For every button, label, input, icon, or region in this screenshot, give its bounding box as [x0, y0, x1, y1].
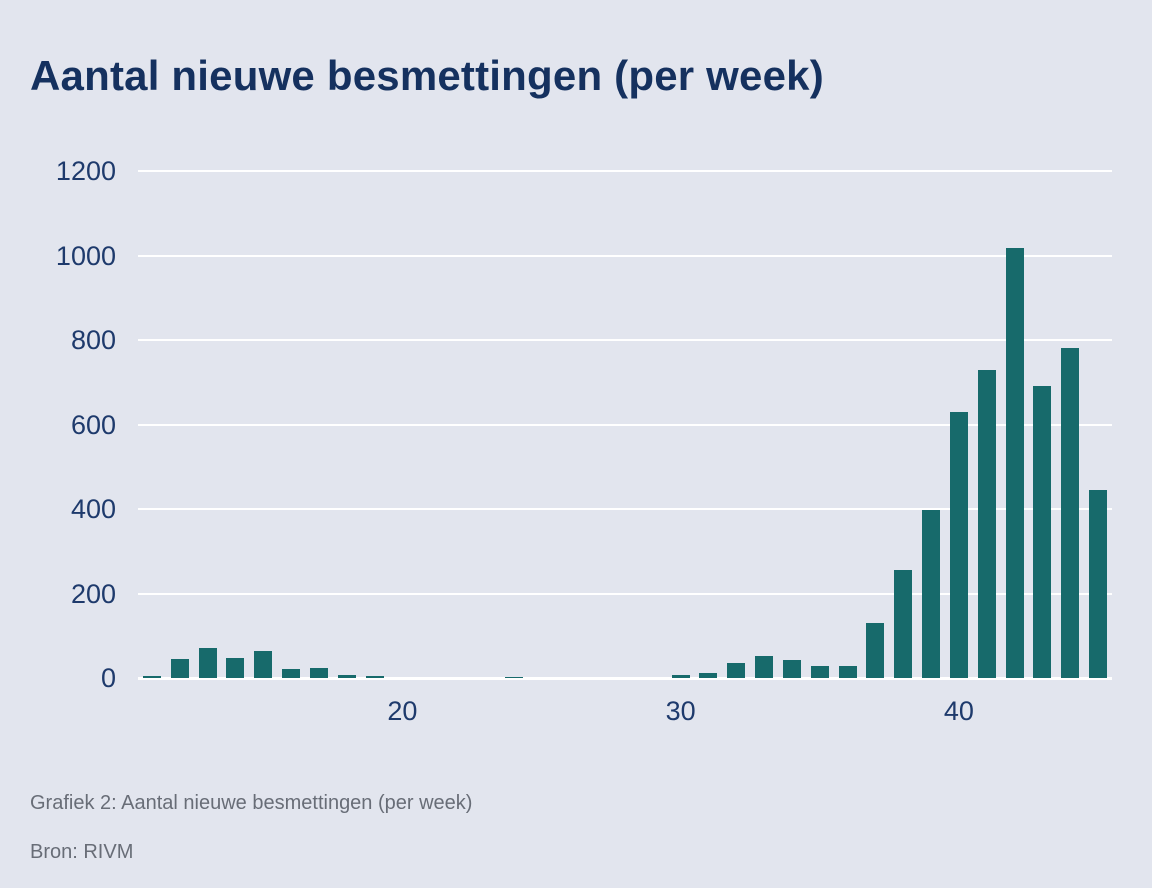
gridline: [138, 339, 1112, 341]
bar-week-36: [838, 666, 857, 678]
y-tick-label: 800: [70, 325, 116, 355]
y-tick-label: 0: [100, 663, 116, 693]
chart-title: Aantal nieuwe besmettingen (per week): [30, 52, 824, 99]
x-axis-line: [138, 677, 1112, 680]
x-tick-label: 20: [387, 696, 418, 726]
chart-caption: Grafiek 2: Aantal nieuwe besmettingen (p…: [30, 792, 473, 814]
bar-week-18: [337, 675, 356, 678]
bar-week-31: [699, 673, 718, 678]
y-tick-label: 1200: [55, 156, 116, 186]
y-tick-label: 600: [70, 409, 116, 440]
y-tick-label: 1000: [55, 240, 116, 271]
bar-week-34: [782, 660, 801, 678]
bar-week-37: [866, 623, 885, 678]
x-tick-label: 40: [943, 696, 974, 726]
bar-week-44: [1061, 348, 1080, 678]
bar-week-11: [142, 676, 161, 678]
gridline: [138, 423, 1112, 426]
gridline: [138, 508, 1112, 510]
gridline: [138, 254, 1112, 257]
bar-week-15: [254, 651, 273, 678]
bar-week-42: [1005, 248, 1024, 678]
gridline: [138, 592, 1112, 595]
chart-source: Bron: RIVM: [30, 841, 134, 863]
bar-week-12: [170, 659, 189, 678]
gridline: [138, 170, 1112, 172]
x-tick-label: 30: [665, 696, 696, 726]
bar-week-32: [727, 663, 746, 678]
bar-week-39: [922, 510, 941, 678]
bar-week-24: [504, 677, 523, 678]
y-tick-label: 200: [70, 578, 116, 609]
bar-week-45: [1089, 490, 1108, 678]
bar-week-40: [949, 412, 968, 678]
bar-week-16: [282, 669, 301, 678]
bar-week-17: [309, 668, 328, 678]
y-tick-label: 400: [70, 494, 116, 524]
bar-week-33: [755, 656, 774, 678]
bar-week-13: [198, 648, 217, 678]
bar-week-30: [671, 675, 690, 678]
bar-week-19: [365, 676, 384, 678]
bar-week-35: [810, 666, 829, 678]
bar-week-41: [977, 370, 996, 678]
bar-chart-plot: 0 200 400 600 800 1000 1200 20 30 40: [55, 156, 1112, 726]
bar-week-43: [1033, 386, 1052, 678]
bar-week-14: [226, 658, 245, 678]
bar-week-38: [894, 570, 913, 678]
